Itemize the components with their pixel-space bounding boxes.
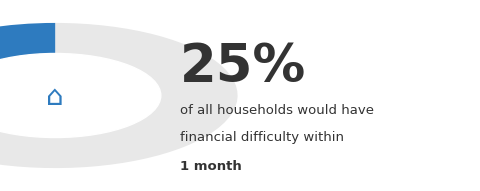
Circle shape — [0, 53, 161, 138]
Text: of all households would have: of all households would have — [180, 104, 374, 117]
Text: 1 month: 1 month — [180, 160, 242, 173]
Text: financial difficulty within: financial difficulty within — [180, 131, 344, 144]
Text: ⌂: ⌂ — [47, 83, 64, 111]
Wedge shape — [0, 23, 238, 168]
Wedge shape — [0, 23, 55, 96]
Text: 25%: 25% — [180, 41, 306, 93]
